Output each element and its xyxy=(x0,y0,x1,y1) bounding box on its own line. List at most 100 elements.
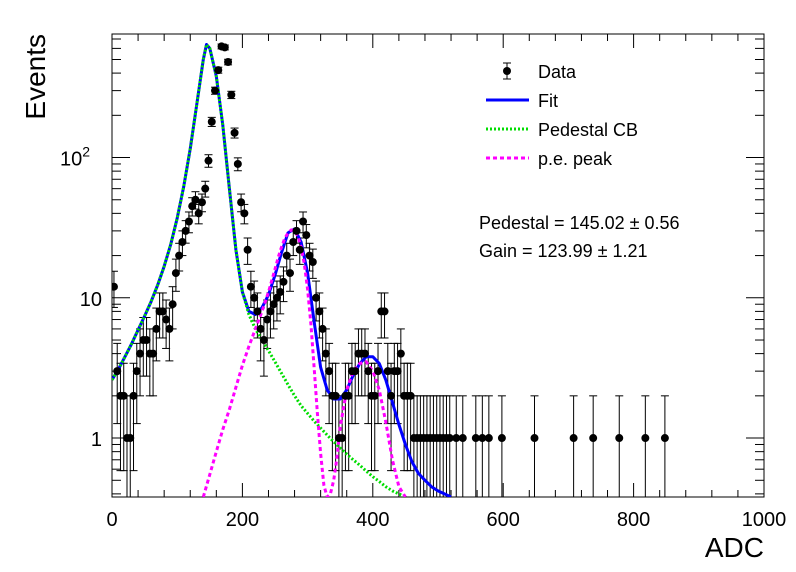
data-point xyxy=(188,202,197,211)
x-tick-label: 1000 xyxy=(742,509,787,531)
data-point xyxy=(250,293,259,302)
y-tick-label: 10 xyxy=(80,289,102,311)
data-point xyxy=(351,367,360,376)
data-point xyxy=(458,434,467,443)
data-point xyxy=(168,300,177,309)
data-point xyxy=(276,287,285,296)
data-point xyxy=(484,434,493,443)
data-point xyxy=(152,324,161,333)
data-point xyxy=(318,324,327,333)
data-point xyxy=(126,434,135,443)
data-point xyxy=(589,434,598,443)
data-point xyxy=(380,307,389,316)
data-point xyxy=(162,315,171,324)
data-point xyxy=(214,66,223,75)
data-point xyxy=(302,231,311,240)
data-point xyxy=(178,237,187,246)
data-point xyxy=(641,434,650,443)
x-tick-label: 200 xyxy=(226,509,259,531)
data-point xyxy=(396,349,405,358)
data-point xyxy=(312,293,321,302)
data-point xyxy=(233,159,242,168)
x-tick-label: 400 xyxy=(356,509,389,531)
y-axis-title: Events xyxy=(20,34,51,120)
data-point xyxy=(158,307,167,316)
data-point xyxy=(149,349,158,358)
data-point xyxy=(224,57,233,66)
data-point xyxy=(360,349,369,358)
legend: Data Fit Pedestal CB p.e. peak xyxy=(486,62,638,169)
data-point xyxy=(374,367,383,376)
data-point xyxy=(220,43,229,52)
data-point xyxy=(289,237,298,246)
data-point xyxy=(230,128,239,137)
data-point xyxy=(240,209,249,218)
data-point xyxy=(285,269,294,278)
pedestal-annotation: Pedestal = 145.02 ± 0.56 xyxy=(479,213,680,233)
data-point xyxy=(331,391,340,400)
data-point xyxy=(227,90,236,99)
data-point xyxy=(246,282,255,291)
data-point xyxy=(279,277,288,286)
data-point xyxy=(452,434,461,443)
data-point xyxy=(191,195,200,204)
data-points xyxy=(112,42,669,443)
data-point xyxy=(325,367,334,376)
data-point xyxy=(272,293,281,302)
pe-peak-line xyxy=(201,228,407,497)
data-point xyxy=(406,391,415,400)
data-point xyxy=(497,434,506,443)
data-point xyxy=(478,434,487,443)
data-point xyxy=(171,269,180,278)
data-point xyxy=(175,251,184,260)
data-point xyxy=(237,198,246,207)
data-point xyxy=(615,434,624,443)
plot-frame xyxy=(111,33,765,498)
data-point xyxy=(256,324,265,333)
fit-results: Pedestal = 145.02 ± 0.56 Gain = 123.99 ±… xyxy=(479,213,680,261)
data-point xyxy=(136,349,145,358)
data-point xyxy=(132,367,141,376)
data-point xyxy=(569,434,578,443)
data-point xyxy=(660,434,669,443)
data-point xyxy=(263,315,272,324)
data-point xyxy=(119,391,128,400)
data-point xyxy=(197,198,206,207)
data-point xyxy=(112,282,118,291)
data-point xyxy=(201,184,210,193)
data-point xyxy=(266,307,275,316)
data-point xyxy=(445,434,454,443)
plot-border xyxy=(111,33,765,498)
data-point xyxy=(253,307,262,316)
data-point xyxy=(259,336,268,345)
data-point xyxy=(383,367,392,376)
data-point xyxy=(393,367,402,376)
legend-data-marker xyxy=(503,67,511,75)
data-point xyxy=(471,434,480,443)
data-point xyxy=(129,391,138,400)
data-point xyxy=(364,367,373,376)
data-point xyxy=(530,434,539,443)
data-point xyxy=(194,209,203,218)
data-point xyxy=(338,434,347,443)
y-tick-label: 102 xyxy=(60,144,90,171)
data-point xyxy=(308,257,317,266)
data-point xyxy=(243,245,252,254)
axes: 0 200 400 600 800 1000 1 10 102 xyxy=(60,34,786,531)
x-tick-label: 0 xyxy=(106,509,117,531)
y-tick-label: 1 xyxy=(91,429,102,451)
data-point xyxy=(207,117,216,126)
data-point xyxy=(292,226,301,235)
data-point xyxy=(295,245,304,254)
data-point xyxy=(142,336,151,345)
legend-fit-label: Fit xyxy=(538,91,558,111)
data-point xyxy=(370,391,379,400)
data-point xyxy=(387,391,396,400)
gain-annotation: Gain = 123.99 ± 1.21 xyxy=(479,241,648,261)
plot-area xyxy=(112,42,669,497)
data-point xyxy=(269,300,278,309)
legend-pedestal-label: Pedestal CB xyxy=(538,120,638,140)
x-tick-label: 600 xyxy=(487,509,520,531)
legend-data-label: Data xyxy=(538,62,577,82)
